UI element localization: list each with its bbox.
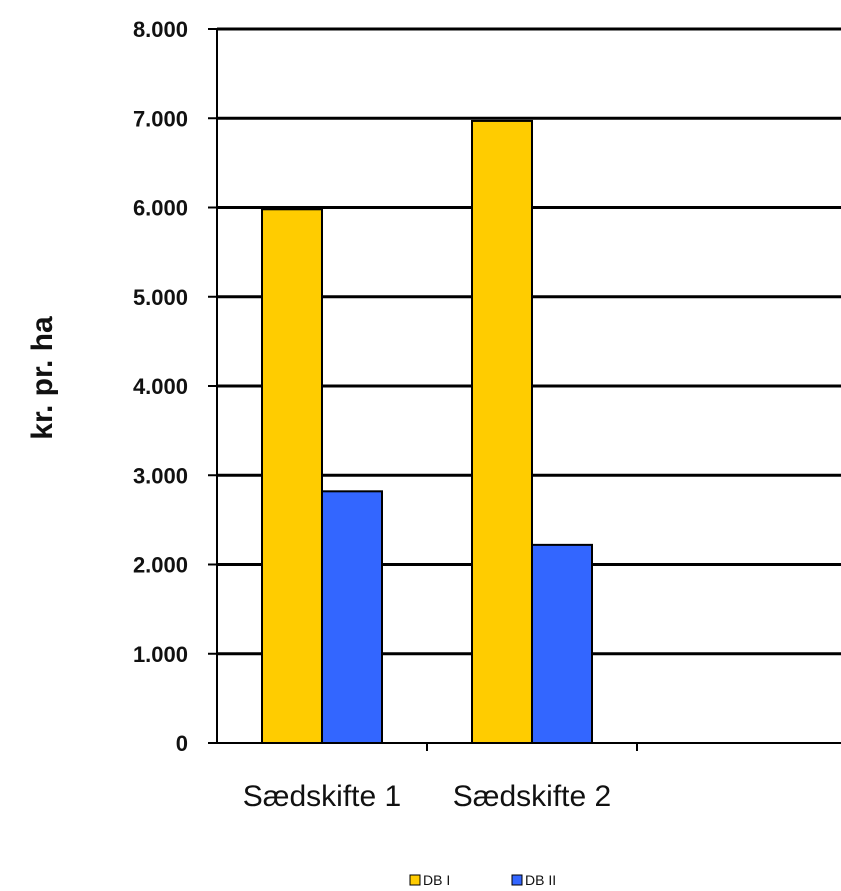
y-tick-label: 7.000 bbox=[133, 106, 188, 131]
axes bbox=[208, 28, 841, 751]
y-tick-label: 5.000 bbox=[133, 285, 188, 310]
y-tick-label: 8.000 bbox=[133, 17, 188, 42]
legend-label: DB II bbox=[525, 872, 556, 888]
y-tick-label: 6.000 bbox=[133, 196, 188, 221]
legend-label: DB I bbox=[423, 872, 450, 888]
bar-db-i-1 bbox=[261, 208, 323, 745]
y-tick-label: 3.000 bbox=[133, 463, 188, 488]
y-tick-label: 2.000 bbox=[133, 553, 188, 578]
bar-db-ii-2 bbox=[531, 543, 593, 744]
y-tick-labels: 0 1.000 2.000 3.000 4.000 5.000 6.000 7.000 8.00… bbox=[133, 17, 188, 756]
y-axis-title: kr. pr. ha bbox=[26, 316, 59, 440]
y-tick-label: 4.000 bbox=[133, 374, 188, 399]
x-tick-label: Sædskifte 2 bbox=[453, 780, 611, 813]
x-tick-labels: Sædskifte 1 Sædskifte 2 bbox=[243, 780, 611, 813]
y-tick-label: 0 bbox=[176, 731, 188, 756]
legend-swatch-db-i bbox=[409, 874, 421, 886]
legend: DB I DB II bbox=[409, 872, 556, 888]
bar-db-i-2 bbox=[471, 119, 533, 745]
bars bbox=[261, 119, 593, 745]
x-tick-label: Sædskifte 1 bbox=[243, 780, 401, 813]
y-tick-label: 1.000 bbox=[133, 642, 188, 667]
legend-swatch-db-ii bbox=[511, 874, 523, 886]
bar-db-ii-1 bbox=[321, 490, 383, 744]
